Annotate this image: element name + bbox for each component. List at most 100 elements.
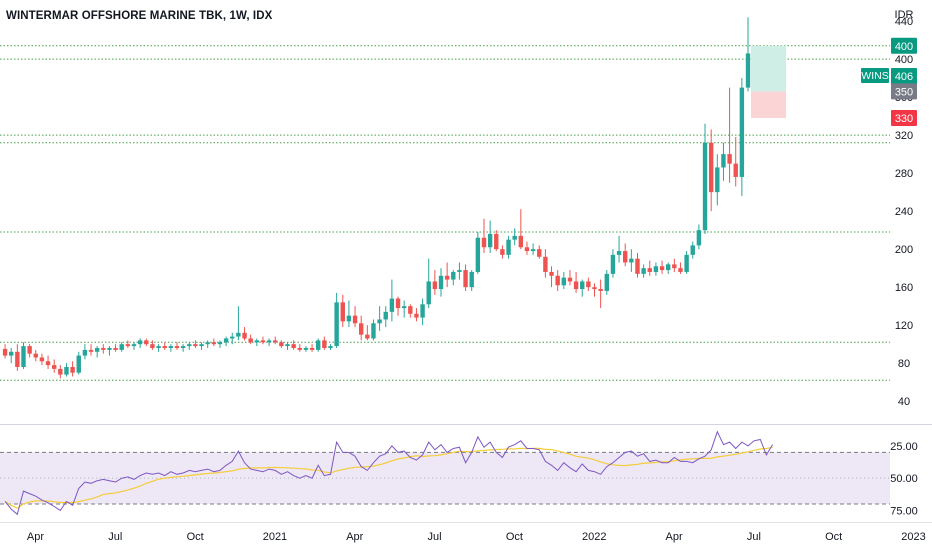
candle-body: [180, 346, 186, 348]
candle-body: [217, 342, 223, 345]
candle-body: [555, 275, 560, 286]
time-tick-label: Apr: [346, 531, 363, 543]
candle-body: [51, 365, 57, 369]
candle-body: [481, 237, 487, 248]
candle-body: [408, 306, 413, 314]
price-tick-label: 120: [895, 320, 913, 332]
candle-body: [291, 344, 296, 348]
candle-body: [432, 281, 438, 290]
time-tick-label: 2023: [901, 531, 925, 543]
candle-body: [9, 351, 14, 356]
candle-body: [119, 344, 124, 350]
candle-body: [487, 233, 493, 248]
price-tick-label: 320: [895, 130, 913, 142]
candle-body: [113, 347, 118, 350]
candle-body: [273, 340, 278, 343]
candle-body: [635, 258, 640, 274]
candle-body: [101, 347, 106, 350]
candle-body: [260, 340, 266, 343]
candle-body: [70, 366, 75, 373]
candle-body: [684, 254, 689, 272]
candle-body: [604, 273, 609, 291]
price-tick-label: 160: [895, 282, 913, 294]
candle-body: [659, 266, 665, 271]
candle-body: [561, 277, 567, 286]
candle-body: [690, 245, 695, 255]
candle-body: [518, 235, 524, 248]
symbol-label: WINS: [861, 70, 888, 82]
stop-zone: [751, 91, 787, 119]
candle-body: [567, 277, 573, 282]
candle-body: [358, 323, 364, 335]
candle-body: [39, 357, 45, 362]
candle-body: [58, 368, 63, 375]
candle-body: [524, 247, 530, 252]
candle-body: [45, 361, 51, 366]
candle-body: [592, 287, 597, 290]
time-tick-label: Oct: [825, 531, 842, 543]
candle-body: [346, 315, 352, 322]
candle-body: [426, 281, 431, 305]
candle-body: [451, 271, 456, 280]
candle-body: [352, 315, 358, 324]
candle-body: [144, 340, 149, 345]
candle-body: [395, 298, 401, 309]
candle-body: [316, 340, 321, 350]
candle-body: [727, 154, 732, 164]
candle-body: [27, 346, 32, 354]
candle-body: [623, 251, 628, 263]
candle-body: [199, 344, 204, 347]
price-tick-label: 400: [895, 54, 913, 66]
candle-body: [150, 344, 155, 348]
target-price-label: 400: [895, 41, 913, 53]
candle-body: [500, 249, 505, 255]
candle-body: [573, 281, 579, 290]
price-tick-label: 80: [898, 358, 910, 370]
rsi-ma-line: [4, 446, 773, 509]
candle-body: [236, 332, 241, 337]
time-tick-label: 2021: [263, 531, 287, 543]
candle-body: [745, 53, 751, 88]
candle-body: [702, 142, 708, 231]
price-tick-label: 440: [895, 16, 913, 28]
entry-price-label: 350: [895, 86, 913, 98]
candle-body: [549, 271, 554, 276]
candle-body: [242, 332, 247, 339]
time-tick-label: Jul: [747, 531, 761, 543]
price-tick-label: 200: [895, 244, 913, 256]
candle-body: [187, 344, 192, 347]
rsi-tick-label: 75.00: [890, 505, 918, 517]
rsi-tick-label: 25.00: [890, 441, 918, 453]
candle-body: [107, 347, 112, 350]
candle-body: [444, 275, 450, 280]
rsi-tick-label: 50.00: [890, 473, 918, 485]
candle-body: [463, 270, 468, 288]
stop-price-label: 330: [895, 113, 913, 125]
candle-body: [383, 311, 388, 320]
candle-body: [223, 338, 229, 343]
time-tick-label: Oct: [506, 531, 523, 543]
candle-body: [647, 268, 652, 272]
candle-body: [414, 313, 419, 318]
candle-body: [389, 298, 395, 312]
candle-body: [15, 351, 20, 367]
candle-body: [125, 344, 131, 347]
candle-body: [543, 256, 548, 272]
entry-price-label-bg: [891, 83, 917, 100]
candle-body: [309, 347, 315, 350]
candle-body: [365, 334, 370, 339]
time-tick-label: Jul: [428, 531, 442, 543]
candle-body: [156, 346, 161, 348]
target-zone: [751, 45, 787, 92]
price-tick-label: 240: [895, 206, 913, 218]
candle-body: [494, 233, 499, 250]
currency-label: IDR: [895, 9, 914, 21]
candle-body: [537, 249, 542, 257]
candle-body: [438, 275, 444, 290]
candle-body: [328, 346, 333, 348]
candle-body: [665, 264, 671, 271]
stop-price-label-bg: [891, 110, 917, 127]
candle-body: [420, 304, 425, 318]
candle-body: [193, 344, 198, 347]
